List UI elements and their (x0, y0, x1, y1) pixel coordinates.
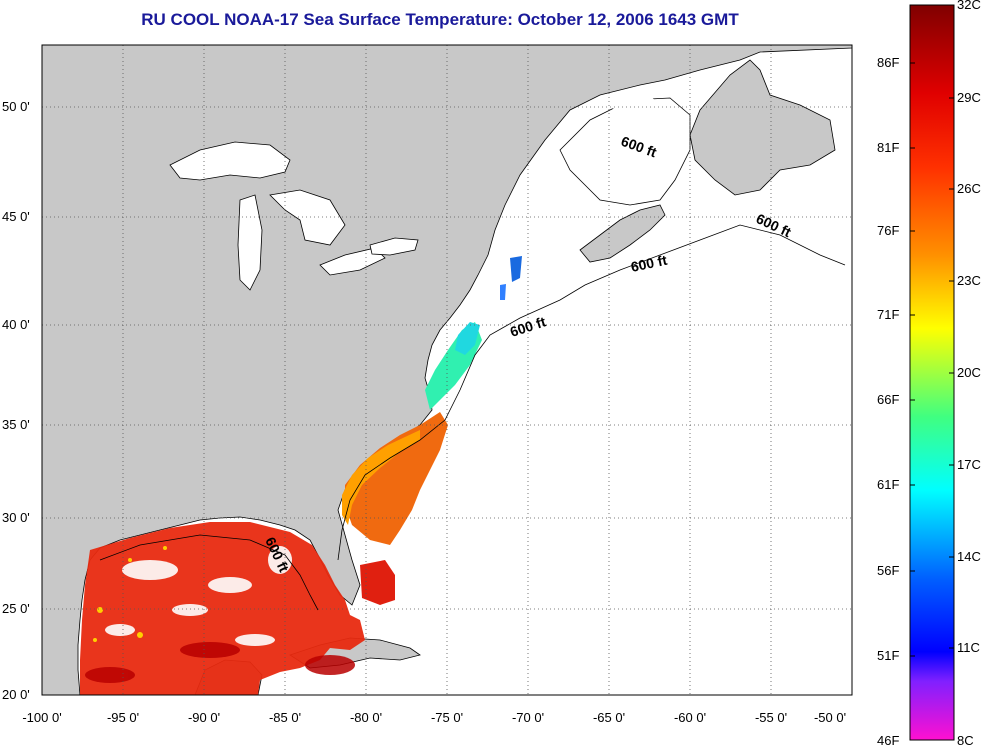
fahrenheit-labels: 86F 81F 76F 71F 66F 61F 56F 51F 46F (877, 55, 899, 748)
land-nova-scotia (579, 204, 666, 263)
lon-label: -55 0' (755, 710, 787, 725)
sst-southeast-coast (345, 412, 448, 545)
lat-label: 40 0' (2, 317, 30, 332)
colorbar-f-label: 71F (877, 307, 899, 322)
colorbar-f-label: 51F (877, 648, 899, 663)
lon-label: -100 0' (22, 710, 61, 725)
lat-lon-grid (42, 45, 852, 695)
map-title: RU COOL NOAA-17 Sea Surface Temperature:… (141, 10, 739, 29)
lon-label: -60 0' (674, 710, 706, 725)
sst-mid-atlantic-cool (455, 322, 480, 355)
colorbar-ticks (910, 4, 954, 657)
latitude-labels: 50 0' 45 0' 40 0' 35 0' 30 0' 25 0' 20 0… (2, 99, 30, 702)
sst-maine-small (500, 284, 506, 300)
longitude-labels: -100 0' -95 0' -90 0' -85 0' -80 0' -75 … (22, 710, 846, 725)
colorbar-c-label: 11C (957, 640, 980, 655)
colorbar-c-label: 17C (957, 457, 981, 472)
map-frame (41, 44, 853, 696)
contour-600ft-gulf (99, 534, 319, 611)
lat-label: 25 0' (2, 601, 30, 616)
lon-label: -70 0' (512, 710, 544, 725)
hudson-river-area (605, 90, 655, 110)
colorbar-f-label: 66F (877, 392, 899, 407)
lat-label: 30 0' (2, 510, 30, 525)
land-newfoundland (689, 59, 836, 196)
colorbar-c-label: 20C (957, 365, 981, 380)
lon-label: -90 0' (188, 710, 220, 725)
colorbar-c-label: 32C (957, 0, 981, 12)
lon-label: -50 0' (814, 710, 846, 725)
gulf-cloud-gaps (105, 546, 292, 646)
gulf-warm-patches (85, 642, 355, 683)
lon-label: -65 0' (593, 710, 625, 725)
colorbar-f-label: 76F (877, 223, 899, 238)
contour-label: 600 ft (629, 252, 668, 275)
sst-coastal-nearshore (342, 430, 420, 525)
lon-label: -95 0' (107, 710, 139, 725)
lat-label: 45 0' (2, 209, 30, 224)
lat-label: 35 0' (2, 417, 30, 432)
colorbar-c-label: 8C (957, 733, 974, 748)
sst-florida-straits (360, 560, 395, 605)
colorbar-c-label: 14C (957, 549, 981, 564)
colorbar-f-label: 46F (877, 733, 899, 748)
colorbar-c-label: 29C (957, 90, 981, 105)
lon-label: -80 0' (350, 710, 382, 725)
gulf-cool-speckles (93, 546, 167, 642)
colorbar-c-label: 26C (957, 181, 981, 196)
colorbar-f-label: 61F (877, 477, 899, 492)
great-lakes (169, 141, 419, 291)
sst-gulf-of-maine (510, 256, 522, 282)
colorbar-c-label: 23C (957, 273, 981, 288)
lon-label: -85 0' (269, 710, 301, 725)
colorbar (909, 4, 955, 741)
celsius-labels: 32C 29C 26C 23C 20C 17C 14C 11C 8C (957, 0, 981, 748)
colorbar-f-label: 81F (877, 140, 899, 155)
contour-600ft (337, 224, 846, 561)
lon-label: -75 0' (431, 710, 463, 725)
colorbar-f-label: 86F (877, 55, 899, 70)
lat-label: 50 0' (2, 99, 30, 114)
colorbar-f-label: 56F (877, 563, 899, 578)
lat-label: 20 0' (2, 687, 30, 702)
